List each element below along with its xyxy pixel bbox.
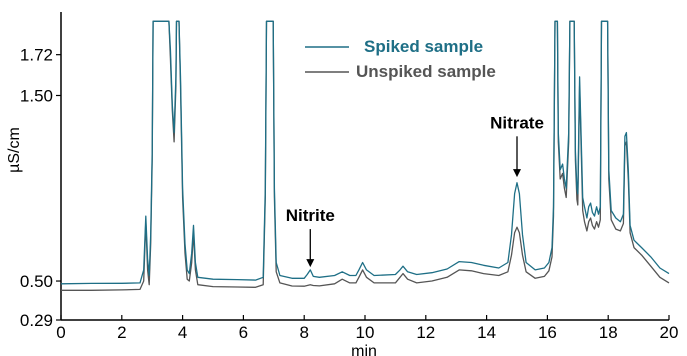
- y-tick-label: 0.50: [20, 272, 53, 291]
- x-tick-label: 18: [599, 323, 618, 342]
- x-axis-label: min: [351, 343, 377, 356]
- annotation-nitrite: Nitrite: [286, 206, 335, 225]
- legend: Spiked sample Unspiked sample: [305, 37, 496, 81]
- legend-label-unspiked: Unspiked sample: [356, 62, 496, 81]
- x-tick-label: 8: [299, 323, 308, 342]
- x-tick-label: 2: [117, 323, 126, 342]
- x-tick-label: 20: [660, 323, 679, 342]
- y-tick-label: 1.50: [20, 86, 53, 105]
- x-tick-label: 6: [239, 323, 248, 342]
- y-ticks: 0.29 0.50 1.50 1.72: [20, 46, 61, 330]
- x-tick-label: 10: [356, 323, 375, 342]
- x-tick-label: 4: [178, 323, 187, 342]
- series-line-spiked: [60, 20, 670, 285]
- annotation-arrowhead-nitrite: [306, 259, 315, 268]
- annotation-arrowhead-nitrate: [513, 169, 521, 178]
- y-axis-label: µS/cm: [6, 127, 23, 173]
- annotations: Nitrite Nitrate: [286, 113, 544, 268]
- annotation-nitrate: Nitrate: [490, 113, 544, 132]
- x-tick-label: 0: [56, 323, 65, 342]
- x-tick-label: 12: [416, 323, 435, 342]
- x-ticks: 0 2 4 6 8 10 12 14 16 18 20: [56, 315, 678, 342]
- axes: 0 2 4 6 8 10 12 14 16 18 20 0.29 0.50 1.50 1.72: [20, 12, 678, 342]
- y-tick-label: 1.72: [20, 46, 53, 65]
- x-tick-label: 14: [477, 323, 496, 342]
- y-tick-label: 0.29: [20, 311, 53, 330]
- legend-label-spiked: Spiked sample: [364, 37, 483, 56]
- series-group: [60, 20, 670, 291]
- x-tick-label: 16: [538, 323, 557, 342]
